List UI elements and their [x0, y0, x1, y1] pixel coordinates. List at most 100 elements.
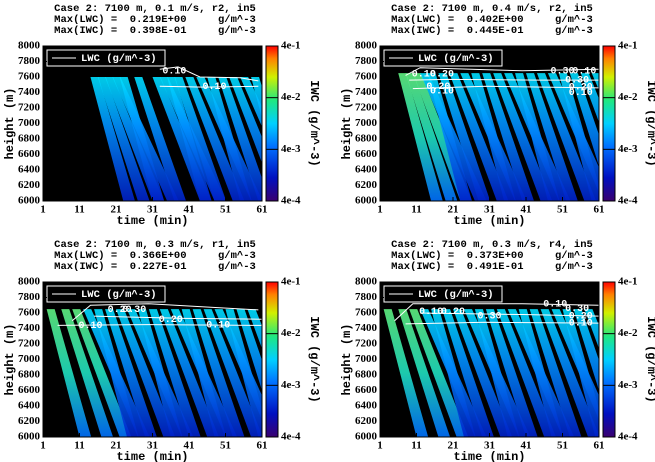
- ice-streak: [562, 309, 599, 437]
- colorbar-tick-label: 4e-3: [281, 379, 301, 391]
- x-tick-label: 31: [484, 440, 495, 452]
- x-tick-label: 1: [377, 204, 383, 216]
- ice-streak: [558, 73, 599, 201]
- ice-streak: [181, 309, 227, 437]
- contour-label: 0.10: [572, 66, 596, 77]
- ice-streak: [431, 309, 476, 437]
- ice-streak: [159, 309, 219, 437]
- x-tick-label: 1: [40, 440, 46, 452]
- y-tick-label: 7400: [18, 86, 41, 98]
- ice-streak: [529, 309, 582, 437]
- x-tick-label: 41: [521, 204, 532, 216]
- ice-streak: [240, 77, 262, 127]
- y-tick-label: 6800: [18, 369, 41, 381]
- x-tick-label: 51: [220, 440, 231, 452]
- y-tick-label: 7200: [18, 338, 41, 350]
- y-tick-label: 6400: [355, 164, 378, 176]
- lwc-contour: [405, 321, 599, 325]
- x-tick-label: 51: [557, 440, 568, 452]
- colorbar-label: IWC (g/m^-3): [307, 316, 321, 402]
- ice-streak: [203, 309, 262, 437]
- ice-streak: [383, 309, 429, 437]
- y-tick-label: 6400: [18, 164, 41, 176]
- y-tick-label: 7600: [355, 71, 378, 83]
- ice-streak: [536, 73, 597, 201]
- colorbar-tick-label: 4e-2: [281, 91, 301, 103]
- y-tick-label: 7400: [355, 86, 378, 98]
- ice-streak: [174, 77, 227, 201]
- contour-label: 0.10: [162, 66, 186, 77]
- y-tick-label: 6000: [18, 431, 41, 443]
- y-tick-label: 6400: [355, 400, 378, 412]
- contour-label: 0.30: [565, 304, 589, 315]
- lwc-contour: [71, 303, 259, 322]
- ice-streak: [134, 77, 187, 201]
- panel-title: Case 2: 7100 m, 0.3 m/s, r1, in5: [54, 239, 256, 251]
- panel-title: Case 2: 7100 m, 0.1 m/s, r2, in5: [54, 3, 256, 15]
- colorbar-tick-label: 4e-2: [281, 327, 301, 339]
- contour-label: 0.20: [108, 305, 132, 316]
- y-tick-label: 6600: [18, 384, 41, 396]
- contour-label: 0.10: [543, 299, 567, 310]
- y-tick-label: 8000: [355, 276, 378, 288]
- contour-label: 0.10: [569, 319, 593, 330]
- y-tick-label: 6000: [355, 195, 378, 207]
- y-axis-label: height (m): [340, 323, 354, 395]
- x-tick-label: 41: [521, 440, 532, 452]
- y-tick-label: 6200: [355, 179, 378, 191]
- colorbar-tick-label: 4e-3: [618, 379, 638, 391]
- panel-subtitle: Max(LWC) = 0.219E+00 g/m^-3: [54, 14, 256, 26]
- ice-streak: [540, 309, 599, 437]
- contour-label: 0.10: [569, 88, 593, 99]
- heatmap: [383, 303, 599, 437]
- x-tick-label: 41: [184, 440, 195, 452]
- contour-label: 0.10: [412, 70, 436, 81]
- lwc-contour: [94, 315, 262, 320]
- colorbar-tick-label: 4e-2: [618, 327, 638, 339]
- lwc-contour: [412, 85, 599, 90]
- x-tick-label: 31: [484, 204, 495, 216]
- ice-streak: [225, 309, 262, 437]
- y-tick-label: 7200: [18, 102, 41, 114]
- ice-streak: [438, 73, 491, 201]
- panel: Case 2: 7100 m, 0.1 m/s, r2, in5Max(LWC)…: [3, 3, 321, 228]
- contour-label: 0.10: [203, 82, 227, 93]
- x-tick-label: 31: [147, 440, 158, 452]
- y-axis-label: height (m): [3, 323, 17, 395]
- y-tick-label: 8000: [18, 276, 41, 288]
- ice-streak: [46, 309, 92, 437]
- ice-streak: [218, 77, 262, 201]
- y-tick-label: 7000: [18, 117, 41, 129]
- ice-streak: [518, 309, 564, 437]
- panel-title: Case 2: 7100 m, 0.4 m/s, r2, in5: [391, 3, 593, 15]
- contour-label: 0.30: [122, 305, 146, 316]
- contour-label: 0.20: [159, 315, 183, 326]
- x-tick-label: 21: [111, 440, 122, 452]
- legend-box: [46, 285, 166, 303]
- contour-label: 0.20: [569, 83, 593, 94]
- lwc-contour: [409, 78, 599, 81]
- x-axis-label: time (min): [116, 214, 188, 228]
- ice-streak: [398, 73, 443, 201]
- contour-label: 0.20: [426, 82, 450, 93]
- colorbar-label: IWC (g/m^-3): [644, 80, 655, 166]
- x-tick-label: 61: [257, 440, 268, 452]
- contour-label: 0.20: [430, 70, 454, 81]
- legend-box: [383, 285, 503, 303]
- x-tick-label: 61: [257, 204, 268, 216]
- y-axis-label: height (m): [340, 87, 354, 159]
- y-tick-label: 6800: [355, 133, 378, 145]
- y-tick-label: 7200: [355, 338, 378, 350]
- ice-streak: [251, 77, 262, 119]
- y-tick-label: 6200: [18, 415, 41, 427]
- ice-streak: [485, 309, 538, 437]
- ice-streak: [207, 77, 252, 201]
- panel-subtitle: Max(LWC) = 0.366E+00 g/m^-3: [54, 250, 256, 262]
- colorbar-tick-label: 4e-1: [281, 40, 301, 52]
- ice-streak: [427, 73, 472, 201]
- ice-streak: [148, 309, 201, 437]
- y-tick-label: 6600: [18, 148, 41, 160]
- ice-streak: [471, 73, 516, 201]
- colorbar-tick-label: 4e-4: [618, 195, 638, 207]
- panel-subtitle: Max(IWC) = 0.398E-01 g/m^-3: [54, 25, 256, 37]
